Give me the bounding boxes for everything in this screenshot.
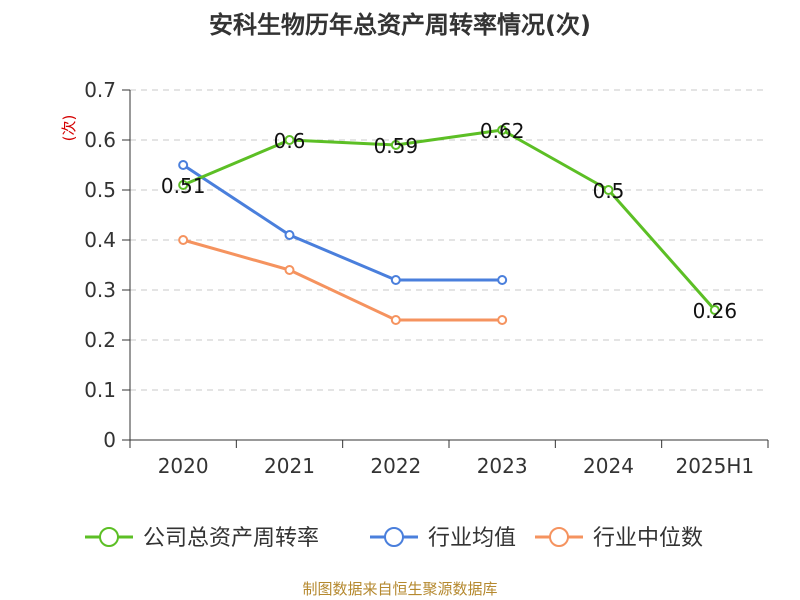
- y-tick-label: 0.4: [84, 228, 116, 252]
- data-label: 0.5: [593, 179, 625, 203]
- x-tick-label: 2020: [158, 454, 209, 478]
- data-point: [709, 305, 720, 315]
- y-tick-label: 0.7: [84, 78, 116, 102]
- x-tick-label: 2022: [370, 454, 421, 478]
- x-tick-label: 2023: [477, 454, 528, 478]
- legend-label: 行业均值: [428, 526, 516, 551]
- data-label: 0.51: [161, 174, 206, 198]
- data-label: 0.6: [274, 129, 306, 153]
- data-point: [284, 135, 295, 145]
- data-point: [390, 275, 401, 285]
- data-label: 0.59: [374, 134, 419, 158]
- data-point: [497, 315, 508, 325]
- data-point: [497, 275, 508, 285]
- x-tick-label: 2025H1: [675, 454, 754, 478]
- y-tick-label: 0.6: [84, 128, 116, 152]
- data-point: [603, 185, 614, 195]
- data-point: [497, 125, 508, 135]
- x-tick-label: 2024: [583, 454, 634, 478]
- data-labels: 0.51 0.6 0.59 0.62 0.5 0.26: [161, 119, 737, 323]
- data-point: [178, 180, 189, 190]
- data-point: [390, 315, 401, 325]
- data-point: [284, 230, 295, 240]
- y-tick-label: 0.2: [84, 328, 116, 352]
- y-axis-unit: (次): [60, 115, 78, 142]
- y-tick-label: 0.1: [84, 378, 116, 402]
- source-note: 制图数据来自恒生聚源数据库: [302, 580, 497, 598]
- chart-title: 安科生物历年总资产周转率情况(次): [209, 11, 591, 39]
- data-point: [178, 235, 189, 245]
- series-line: [182, 128, 716, 311]
- data-label: 0.62: [480, 119, 525, 143]
- legend-marker: [99, 527, 119, 547]
- legend-marker: [384, 527, 404, 547]
- legend-label: 公司总资产周转率: [143, 526, 319, 551]
- y-tick-label: 0.3: [84, 278, 116, 302]
- series-line: [182, 163, 503, 282]
- series-line: [182, 238, 503, 322]
- data-point: [178, 160, 189, 170]
- data-label: 0.26: [693, 299, 738, 323]
- gridlines: [130, 89, 768, 391]
- data-point: [390, 140, 401, 150]
- x-tick-label: 2021: [264, 454, 315, 478]
- y-tick-label: 0: [103, 428, 116, 452]
- data-point: [284, 265, 295, 275]
- axes: 0 0.1 0.2 0.3 0.4 0.5 0.6 0.7 2020 2021 2022 2023 20…: [84, 78, 769, 478]
- legend-marker: [549, 527, 569, 547]
- legend-label: 行业中位数: [593, 526, 703, 551]
- legend: 公司总资产周转率 行业均值 行业中位数: [85, 526, 703, 551]
- series-lines: [178, 125, 720, 325]
- y-tick-label: 0.5: [84, 178, 116, 202]
